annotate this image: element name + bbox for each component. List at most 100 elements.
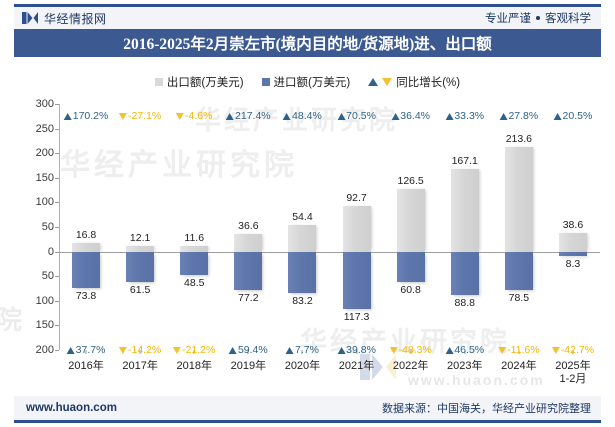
legend-label-export: 出口额(万美元) [166,77,244,89]
import-growth-value: -21.2% [182,344,216,356]
export-growth-value: 27.8% [508,110,539,122]
import-bar[interactable] [450,251,479,296]
x-axis-tick-mark [301,350,303,354]
import-growth-label: -42.7% [551,344,594,356]
y-axis-tick-mark [55,251,59,253]
export-value-label: 213.6 [505,132,532,145]
y-axis-tick-mark [55,202,59,204]
y-axis-tick-mark [55,325,59,327]
x-axis-label: 2017年 [122,360,157,373]
import-growth-value: 39.8% [346,344,376,356]
bar-column[interactable]: 167.1 88.8 33.3% 46.5% [438,96,492,358]
export-growth-label: -4.6% [176,110,212,122]
export-bar[interactable] [450,169,479,252]
x-axis-tick-mark [572,350,574,354]
bar-column[interactable]: 92.7 117.3 70.5% 39.8% [330,96,384,358]
footer-source: 数据来源：中国海关，华经产业研究院整理 [382,403,591,415]
import-bar[interactable] [180,251,209,276]
import-value-label: 78.5 [508,292,530,305]
import-bar[interactable] [234,251,263,290]
triangle-up-icon [445,346,454,354]
export-value-label: 11.6 [184,231,205,244]
export-bar[interactable] [180,245,209,252]
export-bar[interactable] [126,245,155,252]
triangle-up-icon [66,346,75,354]
bar-column[interactable]: 16.8 73.8 170.2% 37.7% [59,96,113,358]
triangle-down-icon [173,346,182,354]
y-axis-tick-label: 100 [35,294,54,307]
page-title: 2016-2025年2月崇左市(境内目的地/货源地)进、出口额 [123,36,492,53]
import-growth-label: 39.8% [337,344,376,356]
x-axis-label: 2019年 [231,360,266,373]
import-value-label: 117.3 [343,311,370,324]
footer-url[interactable]: www.huaon.com [26,402,117,414]
export-bar[interactable] [504,146,533,252]
import-bar[interactable] [126,251,155,282]
import-growth-label: 46.5% [445,344,484,356]
bar-column[interactable]: 126.5 60.8 36.4% -48.3% [384,96,438,358]
bar-column[interactable]: 54.4 83.2 48.4% 7.7% [275,96,329,358]
export-growth-label: 20.5% [553,110,593,122]
triangle-up-icon [285,346,294,354]
triangle-up-icon [283,112,292,120]
import-bar[interactable] [396,251,425,282]
brand-name: 华经情报网 [44,11,107,26]
x-axis-year: 2019年 [230,360,267,372]
export-growth-label: 217.4% [226,110,271,122]
x-axis-year: 2024年 [501,360,537,372]
export-growth-value: -27.1% [128,110,162,122]
import-value-label: 61.5 [129,283,151,296]
bar-column[interactable]: 36.6 77.2 217.4% 59.4% [221,96,275,358]
bottom-accent-rule [14,420,601,423]
triangle-down-icon [176,112,185,120]
import-value-label: 60.8 [400,283,421,296]
triangle-down-icon [551,346,560,354]
bar-column[interactable]: 11.6 48.5 -4.6% -21.2% [167,96,221,358]
export-growth-label: 36.4% [391,110,430,122]
y-axis-tick-label: 50 [41,270,54,283]
import-bar[interactable] [504,251,533,291]
import-bar[interactable] [72,251,101,288]
export-bar[interactable] [558,232,587,252]
footer-bar: www.huaon.com 数据来源：中国海关，华经产业研究院整理 [14,396,601,420]
export-growth-value: 20.5% [562,110,593,122]
triangle-up-icon [337,112,346,120]
x-axis-year: 2017年 [122,360,158,372]
brand-tagline: 专业严谨 客观科学 [485,10,591,26]
x-axis-tick-mark [356,350,358,354]
export-bar[interactable] [396,189,425,252]
x-axis-year: 2025年 [555,360,591,372]
y-axis-tick-label: 200 [35,147,54,160]
bar-column[interactable]: 12.1 61.5 -27.1% -14.2% [113,96,167,358]
export-growth-value: 217.4% [235,110,271,122]
bar-column[interactable]: 38.6 8.3 20.5% -42.7% [546,96,600,358]
y-axis-line [59,104,60,350]
x-axis-tick-mark [247,350,249,354]
import-growth-label: -48.3% [389,344,432,356]
export-bar[interactable] [288,224,317,252]
export-value-label: 16.8 [75,229,97,242]
bar-column[interactable]: 213.6 78.5 27.8% -11.6% [492,96,546,358]
import-bar[interactable] [342,251,371,310]
export-bar[interactable] [234,233,263,252]
legend-label-growth: 同比增长(%) [396,77,461,89]
y-axis-tick-mark [55,350,59,351]
export-value-label: 126.5 [397,175,424,188]
chart-legend: 出口额(万美元) 进口额(万美元) 同比增长(%) [0,72,615,92]
x-axis-tick-mark [518,350,520,354]
import-growth-label: -11.6% [498,344,540,356]
zero-baseline [59,251,600,253]
brand-left-group: 华经情报网 [22,10,107,27]
export-bar[interactable] [72,243,101,252]
x-axis-tick-mark [193,350,195,354]
tagline-left: 专业严谨 [485,13,531,25]
top-accent-rule [14,4,601,7]
legend-label-import: 进口额(万美元) [273,77,351,89]
export-bar[interactable] [342,205,371,252]
import-bar[interactable] [288,251,317,293]
import-growth-value: 7.7% [294,344,319,356]
export-growth-label: 48.4% [283,110,322,122]
x-axis-month-range: 1-2月 [559,373,587,385]
y-axis-tick-mark [55,153,59,155]
import-bar[interactable] [558,251,587,256]
